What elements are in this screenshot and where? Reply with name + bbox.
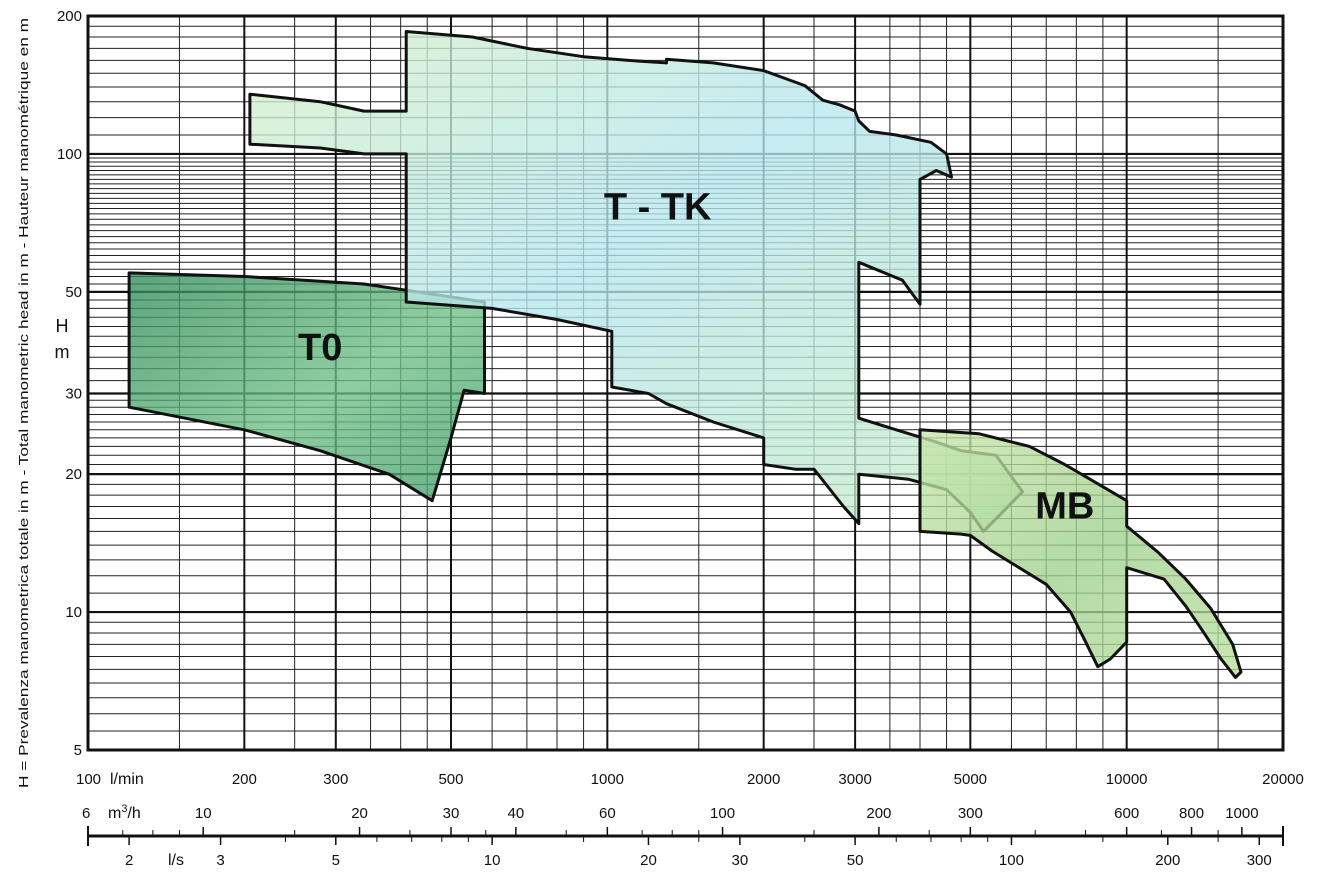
x-tick-label-m3h: 30	[443, 805, 460, 822]
y-tick-label: 50	[65, 284, 82, 301]
pump-regions	[127, 30, 1243, 679]
plot-frame	[86, 14, 1285, 752]
x-tick-label-m3h: 20	[351, 805, 368, 822]
x-tick-label-lmin: 500	[438, 771, 463, 788]
x-tick-label-m3h: 40	[508, 805, 525, 822]
region-label-mb: MB	[1035, 486, 1094, 528]
x-tick-label-lmin: 1000	[591, 771, 624, 788]
x-tick-label-m3h: 300	[958, 805, 983, 822]
x-tick-label-ls: 100	[999, 852, 1024, 869]
y-axis-symbol: H	[56, 316, 69, 336]
chart-labels: T0 T - TK MB	[298, 186, 1094, 527]
x-axis-m3h-start: 6	[82, 805, 90, 822]
region-t0	[127, 271, 486, 503]
x-axis-ls-unit: l/s	[168, 852, 184, 869]
y-axis-title: H = Prevalenza manometrica totale in m -…	[16, 18, 31, 788]
y-axis: 5 10 20 30 50 100 200 Hm H = Prevalenza manometr…	[16, 8, 82, 788]
x-tick-label-lmin: 200	[232, 771, 257, 788]
x-tick-label-ls: 3	[216, 852, 224, 869]
y-tick-label: 30	[65, 385, 82, 402]
x-axis-m3h: 10 20 30 40 60 100 200 300 600 800 1000 6 m3/h	[82, 803, 1259, 836]
y-tick-label: 10	[65, 604, 82, 621]
y-axis-unit: m	[55, 342, 70, 362]
x-tick-label-m3h: 100	[710, 805, 735, 822]
region-label-t0: T0	[298, 327, 342, 369]
x-tick-label-lmin: 2000	[747, 771, 780, 788]
y-tick-label: 5	[74, 742, 82, 759]
x-tick-label-ls: 5	[332, 852, 340, 869]
region-mb	[918, 428, 1243, 679]
region-label-t-tk: T - TK	[604, 186, 712, 228]
x-axis-lmin-start: 100	[76, 771, 101, 788]
x-tick-label-ls: 10	[484, 852, 501, 869]
x-tick-label-lmin: 20000	[1262, 771, 1304, 788]
plot-border	[86, 14, 1285, 752]
x-axis-m3h-unit: m3/h	[108, 803, 141, 822]
region-t-tk	[248, 30, 1024, 533]
x-axis-ls: 2 3 5 10 20 30 50 100 200 300 l/s	[125, 836, 1272, 869]
y-tick-label: 20	[65, 466, 82, 483]
x-tick-label-ls: 50	[847, 852, 864, 869]
x-tick-label-m3h: 10	[195, 805, 212, 822]
x-tick-label-m3h: 600	[1114, 805, 1139, 822]
x-tick-label-ls: 20	[640, 852, 657, 869]
x-tick-label-lmin: 3000	[838, 771, 871, 788]
x-tick-label-m3h: 800	[1179, 805, 1204, 822]
x-tick-label-m3h: 1000	[1225, 805, 1258, 822]
x-tick-label-lmin: 5000	[954, 771, 987, 788]
x-axis-lmin: 200 300 500 1000 2000 3000 5000 10000 20000 100 l/…	[76, 771, 1304, 846]
x-tick-label-ls: 200	[1155, 852, 1180, 869]
x-tick-label-m3h: 60	[599, 805, 616, 822]
y-tick-label: 200	[57, 8, 82, 25]
x-axis-lmin-unit: l/min	[110, 771, 144, 788]
x-tick-label-lmin: 10000	[1106, 771, 1148, 788]
x-tick-label-ls: 30	[732, 852, 749, 869]
x-tick-label-m3h: 200	[866, 805, 891, 822]
x-tick-label-ls: 300	[1247, 852, 1272, 869]
x-tick-label-lmin: 300	[323, 771, 348, 788]
y-tick-label: 100	[57, 146, 82, 163]
x-tick-label-ls: 2	[125, 852, 133, 869]
